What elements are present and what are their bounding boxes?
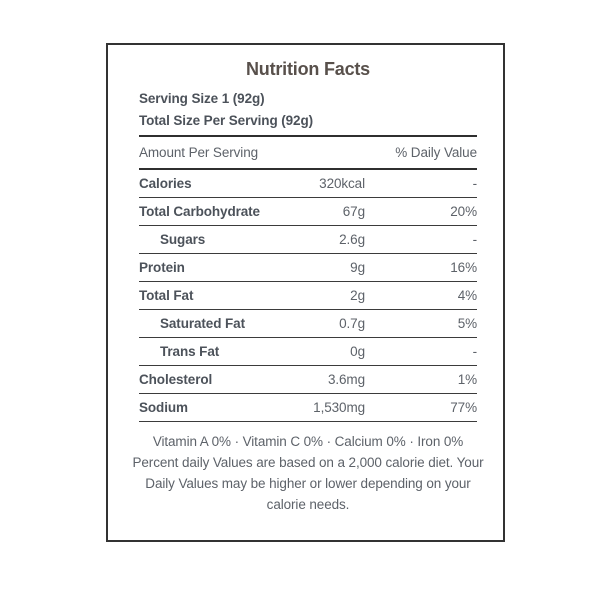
nutrient-amount: 2.6g [339,232,365,247]
nutrient-amount: 9g [350,260,365,275]
nutrient-amount: 0g [350,344,365,359]
nutrient-amount: 1,530mg [313,400,365,415]
nutrient-row: Trans Fat 0g - [139,338,477,366]
card-title: Nutrition Facts [245,59,370,79]
nutrient-daily-value: 5% [457,316,477,331]
nutrient-daily-value: 16% [450,260,477,275]
nutrient-row: Sodium 1,530mg 77% [139,394,477,422]
nutrient-amount: 0.7g [339,316,365,331]
serving-size-line: Serving Size 1 (92g) [139,91,265,106]
footer: Vitamin A 0% · Vitamin C 0% · Calcium 0%… [133,422,484,515]
nutrient-daily-value: - [472,232,478,247]
total-size-line: Total Size Per Serving (92g) [139,113,313,128]
micronutrients-line: Vitamin A 0% · Vitamin C 0% · Calcium 0%… [152,434,464,449]
nutrient-label: Calories [139,176,192,191]
nutrient-daily-value: 4% [457,288,477,303]
nutrient-label: Total Carbohydrate [139,204,260,219]
nutrient-row: Protein 9g 16% [139,254,477,282]
amount-per-serving-header: Amount Per Serving [139,145,259,160]
nutrient-amount: 320kcal [319,176,365,191]
nutrient-label: Saturated Fat [160,316,245,331]
nutrient-label: Protein [139,260,185,275]
nutrient-label: Sodium [139,400,188,415]
nutrient-amount: 67g [342,204,365,219]
nutrient-label: Cholesterol [139,372,213,387]
footnote-line: calorie needs. [266,497,350,512]
nutrient-label: Trans Fat [160,344,220,359]
nutrient-label: Total Fat [139,288,194,303]
nutrient-daily-value: - [472,344,478,359]
nutrient-row: Calories 320kcal - [139,170,477,198]
nutrient-amount: 3.6mg [327,372,365,387]
nutrient-label: Sugars [160,232,206,247]
nutrient-daily-value: 1% [457,372,477,387]
nutrition-facts-card: Nutrition Facts Serving Size 1 (92g) Tot… [106,43,505,542]
nutrient-daily-value: 20% [450,204,477,219]
serving-info: Serving Size 1 (92g) Total Size Per Serv… [139,88,477,132]
footnote-line: Daily Values may be higher or lower depe… [145,476,471,491]
table-header-row: Amount Per Serving % Daily Value [139,135,477,170]
nutrient-row: Total Carbohydrate 67g 20% [139,198,477,226]
nutrient-row: Total Fat 2g 4% [139,282,477,310]
nutrient-row: Sugars 2.6g - [139,226,477,254]
daily-value-header: % Daily Value [395,145,477,160]
nutrient-table: Calories 320kcal - Total Carbohydrate 67… [139,170,477,422]
nutrient-daily-value: 77% [450,400,477,415]
nutrient-row: Cholesterol 3.6mg 1% [139,366,477,394]
footnote-line: Percent daily Values are based on a 2,00… [132,455,484,470]
nutrient-row: Saturated Fat 0.7g 5% [139,310,477,338]
nutrient-daily-value: - [472,176,478,191]
footnote: Percent daily Values are based on a 2,00… [133,452,484,515]
nutrient-amount: 2g [350,288,365,303]
